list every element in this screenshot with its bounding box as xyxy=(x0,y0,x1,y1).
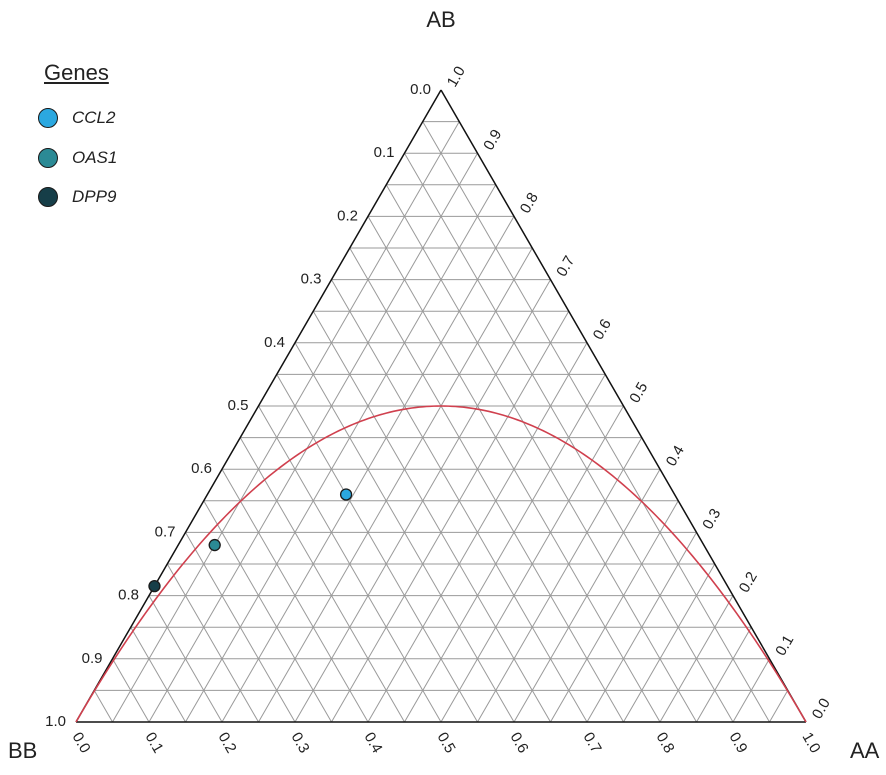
tick-left-0.7: 0.7 xyxy=(155,523,176,540)
tick-right-1.0: 1.0 xyxy=(444,63,469,90)
grid-line xyxy=(130,626,186,723)
legend-item-ccl2: CCL2 xyxy=(38,106,115,130)
tick-bottom-0.4: 0.4 xyxy=(361,730,386,757)
tick-left-0.8: 0.8 xyxy=(118,587,139,604)
tick-bottom-0.3: 0.3 xyxy=(288,730,313,757)
tick-right-0.2: 0.2 xyxy=(736,569,761,596)
tick-bottom-0.0: 0.0 xyxy=(69,730,94,757)
tick-left-0.9: 0.9 xyxy=(82,650,103,667)
grid-lines xyxy=(93,121,789,723)
legend-title: Genes xyxy=(44,60,109,85)
legend-item-dpp9: DPP9 xyxy=(38,185,116,209)
point-dpp9 xyxy=(148,579,161,593)
legend-item-oas1: OAS1 xyxy=(38,146,117,170)
grid-line xyxy=(258,405,442,723)
grid-line xyxy=(385,184,697,723)
grid-line xyxy=(112,121,460,723)
triangle-frame xyxy=(75,89,807,723)
grid-line xyxy=(550,500,679,723)
hwe-curve-line xyxy=(75,405,807,723)
grid-line xyxy=(659,595,734,723)
tick-right-0.6: 0.6 xyxy=(590,316,615,343)
grid-line xyxy=(349,247,624,723)
tick-right-0.8: 0.8 xyxy=(517,190,542,217)
grid-line xyxy=(185,532,296,723)
tick-bottom-0.2: 0.2 xyxy=(215,730,240,757)
right-edge xyxy=(440,89,807,723)
tick-right-0.0: 0.0 xyxy=(809,695,834,722)
legend-label-ccl2: CCL2 xyxy=(72,108,116,127)
hwe-curve xyxy=(75,405,807,723)
grid-line xyxy=(440,405,624,723)
grid-line xyxy=(203,500,332,723)
grid-line xyxy=(239,437,405,723)
point-ccl2 xyxy=(339,488,353,501)
grid-line xyxy=(404,374,606,723)
tick-right-0.7: 0.7 xyxy=(553,253,578,280)
legend-label-dpp9: DPP9 xyxy=(72,187,117,206)
corner-label-top: AB xyxy=(426,7,455,32)
tick-left-0.5: 0.5 xyxy=(228,397,249,414)
grid-line xyxy=(276,374,478,723)
grid-line xyxy=(166,563,259,723)
tick-right-0.1: 0.1 xyxy=(772,632,797,659)
corner-label-right: AA xyxy=(850,738,880,763)
grid-line xyxy=(221,468,369,723)
grid-line xyxy=(732,658,770,723)
legend-dot-oas1 xyxy=(38,148,58,168)
grid-line xyxy=(696,626,752,723)
point-oas1 xyxy=(208,538,221,552)
grid-line xyxy=(513,468,661,723)
grid-line xyxy=(331,310,570,723)
grid-line xyxy=(93,690,113,723)
data-points xyxy=(148,488,353,593)
grid-line xyxy=(112,658,150,723)
tick-bottom-0.1: 0.1 xyxy=(142,730,167,757)
tick-left-1.0: 1.0 xyxy=(45,713,66,730)
grid-line xyxy=(148,595,223,723)
left-edge xyxy=(75,89,442,723)
tick-left-0.0: 0.0 xyxy=(410,81,431,98)
tick-right-0.5: 0.5 xyxy=(626,379,651,406)
tick-left-0.2: 0.2 xyxy=(337,207,358,224)
tick-left-0.3: 0.3 xyxy=(301,271,322,288)
grid-line xyxy=(586,532,697,723)
grid-line xyxy=(185,184,497,723)
tick-bottom-0.9: 0.9 xyxy=(726,730,751,757)
legend-dot-dpp9 xyxy=(38,187,58,207)
tick-left-0.1: 0.1 xyxy=(374,144,395,161)
tick-right-0.4: 0.4 xyxy=(663,443,688,470)
tick-right-0.3: 0.3 xyxy=(699,506,724,533)
legend-label-oas1: OAS1 xyxy=(72,148,118,167)
tick-bottom-1.0: 1.0 xyxy=(799,730,824,757)
grid-line xyxy=(312,310,551,723)
tick-left-0.6: 0.6 xyxy=(191,460,212,477)
grid-line xyxy=(769,690,789,723)
legend-dot-ccl2 xyxy=(38,108,58,128)
corner-labels: AB BB AA xyxy=(8,7,880,763)
grid-line xyxy=(623,563,716,723)
grid-line xyxy=(422,121,770,723)
tick-right-0.9: 0.9 xyxy=(480,127,505,154)
tick-bottom-0.6: 0.6 xyxy=(507,730,532,757)
tick-labels: 0.0 0.0 0.0 0.1 0.1 0.1 0.2 0.2 0.2 0.3 0.3 0.3 0.4 0… xyxy=(45,63,834,756)
tick-bottom-0.7: 0.7 xyxy=(580,730,605,757)
corner-label-left: BB xyxy=(8,738,37,763)
tick-bottom-0.8: 0.8 xyxy=(653,730,678,757)
tick-left-0.4: 0.4 xyxy=(264,334,285,351)
grid-line xyxy=(477,437,643,723)
grid-line xyxy=(258,247,533,723)
tick-bottom-0.5: 0.5 xyxy=(434,730,459,757)
